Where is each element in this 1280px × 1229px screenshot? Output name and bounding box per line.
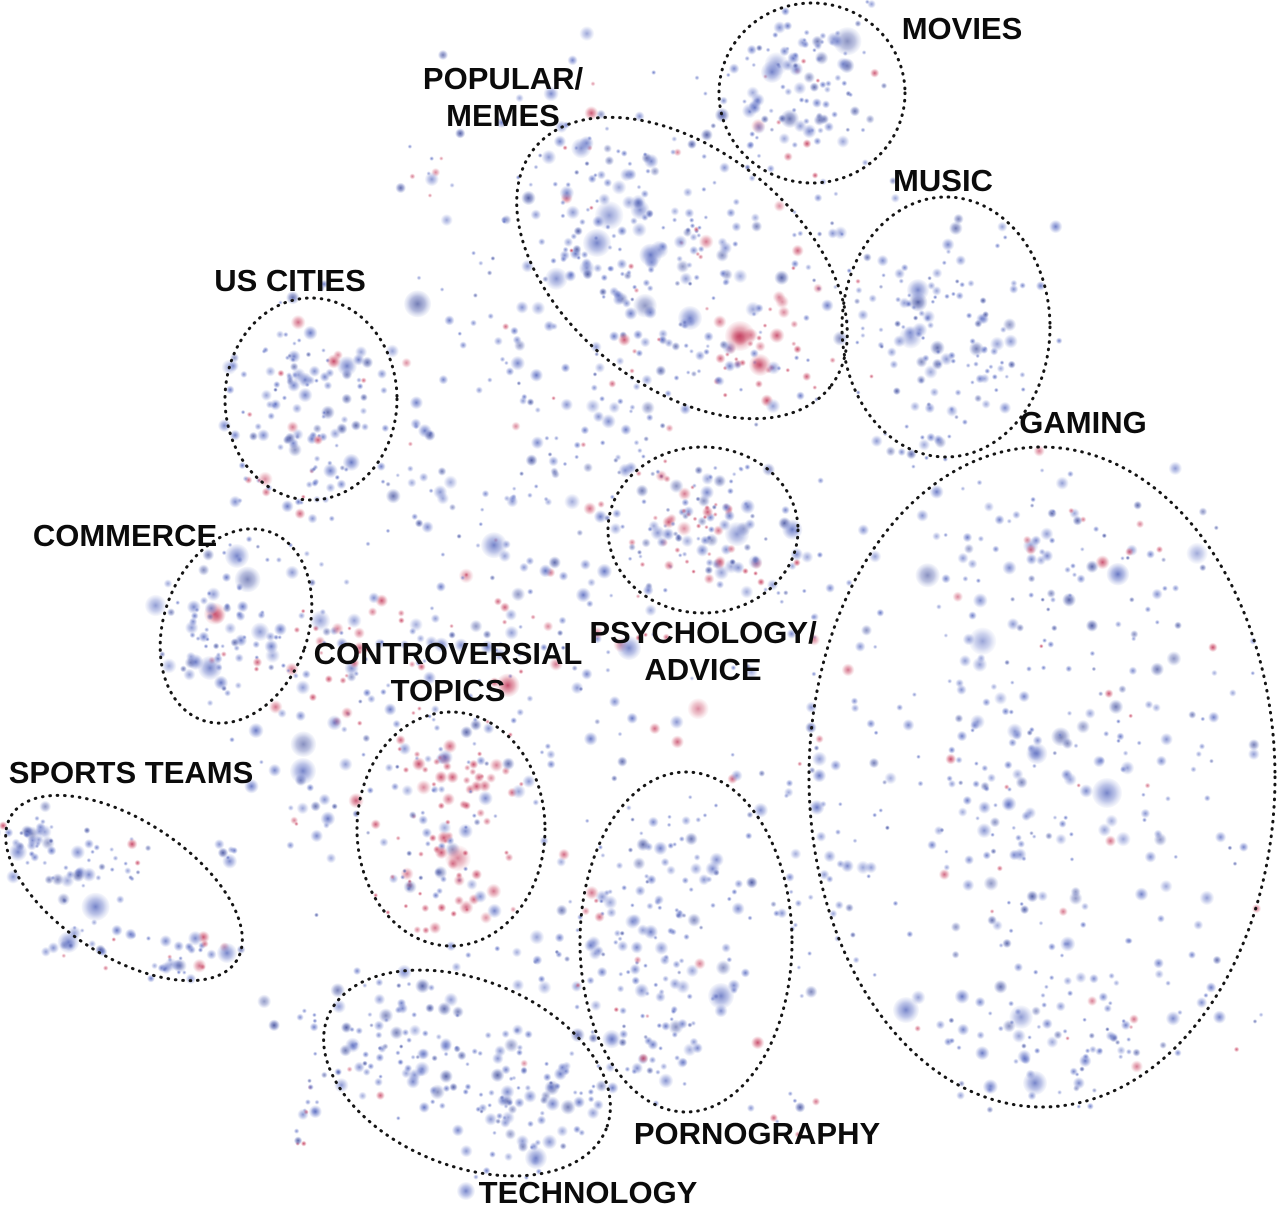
cluster-label-text: TOPICS <box>390 673 506 708</box>
cluster-label-pornography: PORNOGRAPHY <box>634 1115 880 1152</box>
cluster-label-text: MOVIES <box>901 11 1023 46</box>
cluster-label-text: MEMES <box>446 98 560 133</box>
cluster-label-psychology-advice: PSYCHOLOGY/ ADVICE <box>589 614 816 688</box>
commerce-cluster-outline <box>158 527 314 725</box>
cluster-label-text: PSYCHOLOGY/ <box>589 615 817 650</box>
psychology-advice-cluster-outline <box>606 445 800 615</box>
cluster-label-text: GAMING <box>1019 405 1147 440</box>
scatter-dots-layer <box>0 0 1264 1200</box>
cluster-label-technology: TECHNOLOGY <box>479 1174 698 1211</box>
movies-cluster-outline <box>717 1 907 185</box>
cluster-label-text: PORNOGRAPHY <box>633 1116 881 1151</box>
us-cities-cluster-outline <box>223 296 399 502</box>
technology-cluster-outline <box>322 968 612 1178</box>
cluster-label-popular-memes: POPULAR/ MEMES <box>423 60 583 134</box>
popular-memes-cluster-outline <box>515 115 849 421</box>
cluster-label-us-cities: US CITIES <box>214 262 366 299</box>
cluster-label-text: CONTROVERSIAL <box>313 636 583 671</box>
cluster-label-text: POPULAR/ <box>422 61 584 96</box>
cluster-label-text: TECHNOLOGY <box>478 1175 698 1210</box>
cluster-label-gaming: GAMING <box>1019 404 1146 441</box>
sports-teams-cluster-outline <box>4 793 244 983</box>
cluster-label-music: MUSIC <box>893 162 993 199</box>
gaming-cluster-outline <box>807 445 1277 1109</box>
cluster-label-text: US CITIES <box>214 263 366 298</box>
controversial-topics-cluster-outline <box>355 710 547 948</box>
cluster-label-text: MUSIC <box>893 163 993 198</box>
music-cluster-outline <box>840 195 1052 459</box>
cluster-label-text: ADVICE <box>644 652 762 687</box>
cluster-label-text: SPORTS TEAMS <box>8 755 254 790</box>
cluster-label-text: COMMERCE <box>32 518 218 553</box>
cluster-label-commerce: COMMERCE <box>33 517 217 554</box>
cluster-label-sports-teams: SPORTS TEAMS <box>9 754 254 791</box>
cluster-outlines-layer <box>4 1 1277 1178</box>
cluster-label-movies: MOVIES <box>902 10 1023 47</box>
pornography-cluster-outline <box>578 770 794 1114</box>
cluster-label-controversial-topics: CONTROVERSIAL TOPICS <box>314 635 583 709</box>
